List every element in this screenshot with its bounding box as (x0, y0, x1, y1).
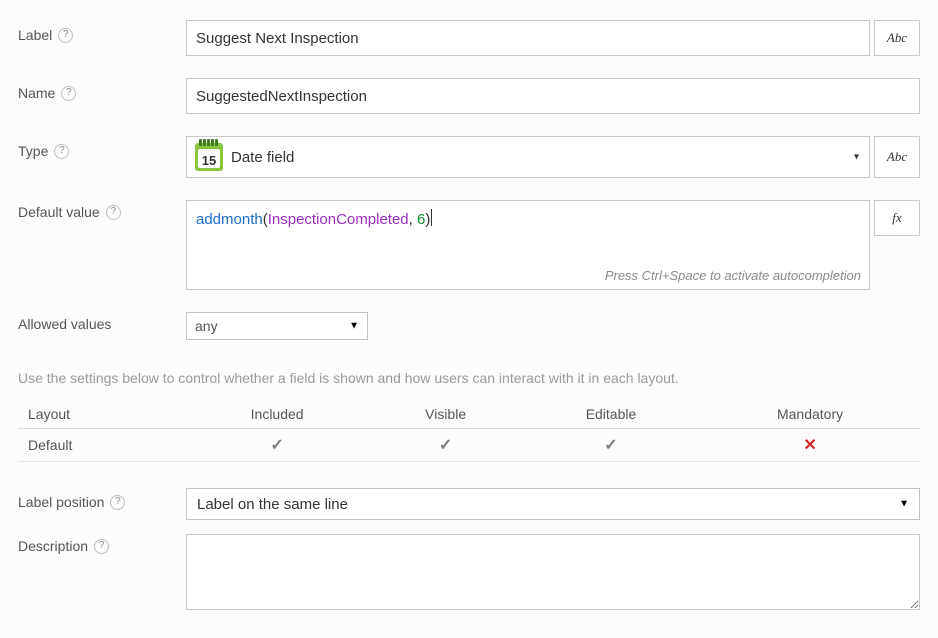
row-type: Type ? 15 Date field ▾ Abc (18, 136, 920, 178)
label-input[interactable] (186, 20, 870, 56)
label-col: Label position ? (18, 488, 186, 510)
text-caret (431, 209, 432, 226)
type-select[interactable]: 15 Date field ▾ (186, 136, 870, 178)
help-icon[interactable]: ? (54, 144, 69, 159)
help-icon[interactable]: ? (61, 86, 76, 101)
label-col: Default value ? (18, 200, 186, 220)
formula-comma: , (409, 211, 417, 228)
abc-button[interactable]: Abc (874, 136, 920, 178)
label-col: Name ? (18, 78, 186, 101)
allowed-values-value: any (195, 318, 218, 334)
label-position-select[interactable]: Label on the same line ▼ (186, 488, 920, 520)
col-included: Included (185, 400, 369, 429)
cell-included[interactable]: ✓ (185, 429, 369, 462)
calendar-day: 15 (202, 153, 216, 168)
table-row[interactable]: Default ✓ ✓ ✓ ✕ (18, 429, 920, 462)
label-position-value: Label on the same line (197, 496, 348, 513)
field-editor-form: Label ? Abc Name ? Type ? 15 Date fie (0, 0, 938, 610)
control-col (186, 534, 920, 610)
label-col: Type ? (18, 136, 186, 159)
control-col (186, 78, 920, 114)
control-col: Label on the same line ▼ (186, 488, 920, 520)
control-col: addmonth(InspectionCompleted, 6) Press C… (186, 200, 920, 290)
cross-icon: ✕ (803, 437, 816, 454)
check-icon: ✓ (604, 437, 617, 454)
row-label-position: Label position ? Label on the same line … (18, 488, 920, 520)
col-visible: Visible (369, 400, 522, 429)
layout-table-header-row: Layout Included Visible Editable Mandato… (18, 400, 920, 429)
help-icon[interactable]: ? (110, 495, 125, 510)
row-name: Name ? (18, 78, 920, 114)
check-icon: ✓ (439, 437, 452, 454)
help-icon[interactable]: ? (106, 205, 121, 220)
label-col: Description ? (18, 534, 186, 554)
cell-editable[interactable]: ✓ (522, 429, 700, 462)
type-value: Date field (231, 149, 294, 166)
label-col: Label ? (18, 20, 186, 43)
formula-paren-close: ) (425, 211, 430, 228)
label-text: Default value (18, 204, 100, 220)
allowed-values-select[interactable]: any ▼ (186, 312, 368, 340)
row-description: Description ? (18, 534, 920, 610)
label-text: Allowed values (18, 316, 111, 332)
abc-button[interactable]: Abc (874, 20, 920, 56)
help-icon[interactable]: ? (58, 28, 73, 43)
fx-button-wrap: fx (874, 200, 920, 236)
control-col: any ▼ (186, 312, 920, 340)
formula-hint: Press Ctrl+Space to activate autocomplet… (187, 264, 869, 289)
col-mandatory: Mandatory (700, 400, 920, 429)
chevron-down-icon: ▾ (854, 152, 859, 163)
section-note: Use the settings below to control whethe… (18, 370, 920, 386)
formula-content[interactable]: addmonth(InspectionCompleted, 6) (187, 201, 869, 264)
row-label: Label ? Abc (18, 20, 920, 56)
check-icon: ✓ (270, 437, 283, 454)
help-icon[interactable]: ? (94, 539, 109, 554)
label-col: Allowed values (18, 312, 186, 332)
formula-arg1: InspectionCompleted (268, 211, 409, 228)
label-text: Name (18, 85, 55, 101)
cell-layout-name[interactable]: Default (18, 429, 185, 462)
control-col: Abc (186, 20, 920, 56)
layout-table: Layout Included Visible Editable Mandato… (18, 400, 920, 462)
col-editable: Editable (522, 400, 700, 429)
cell-mandatory[interactable]: ✕ (700, 429, 920, 462)
label-text: Label (18, 27, 52, 43)
label-text: Description (18, 538, 88, 554)
formula-editor[interactable]: addmonth(InspectionCompleted, 6) Press C… (186, 200, 870, 290)
description-textarea[interactable] (186, 534, 920, 610)
label-text: Label position (18, 494, 104, 510)
formula-fn: addmonth (196, 211, 263, 228)
name-input[interactable] (186, 78, 920, 114)
cell-visible[interactable]: ✓ (369, 429, 522, 462)
calendar-icon: 15 (195, 143, 223, 171)
col-layout: Layout (18, 400, 185, 429)
label-text: Type (18, 143, 48, 159)
row-default-value: Default value ? addmonth(InspectionCompl… (18, 200, 920, 290)
chevron-down-icon: ▼ (349, 321, 359, 332)
control-col: 15 Date field ▾ Abc (186, 136, 920, 178)
chevron-down-icon: ▼ (899, 499, 909, 510)
row-allowed-values: Allowed values any ▼ (18, 312, 920, 340)
fx-button[interactable]: fx (874, 200, 920, 236)
